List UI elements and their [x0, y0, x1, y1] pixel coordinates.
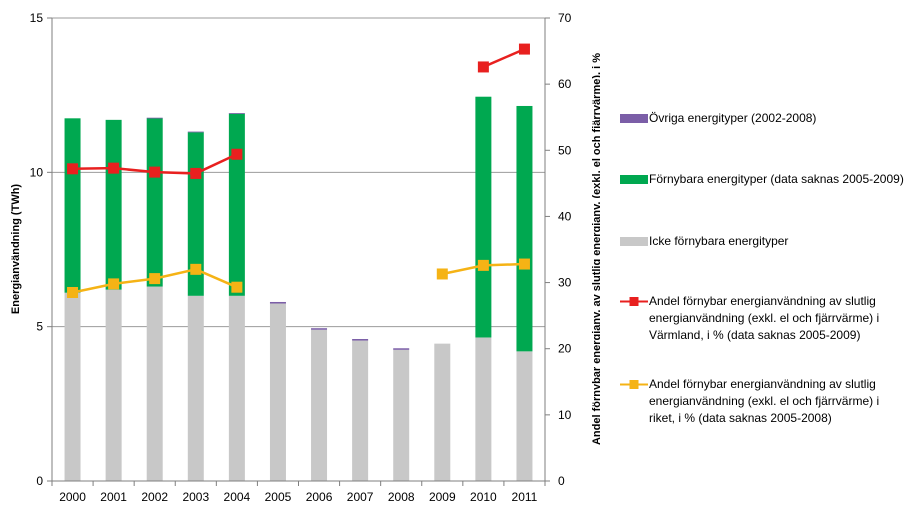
right-tick-label: 20 [558, 342, 572, 356]
legend-label-fornybara: Förnybara energityper (data saknas 2005-… [649, 172, 904, 186]
left-tick-label: 15 [30, 11, 44, 25]
bar-icke-fornybara [516, 351, 533, 481]
bar-ovriga [146, 117, 163, 119]
x-tick-label: 2006 [306, 490, 333, 504]
x-tick-label: 2005 [265, 490, 292, 504]
marker-riket [477, 259, 489, 271]
marker-riket [518, 258, 530, 270]
x-tick-label: 2011 [512, 490, 538, 504]
bar-fornybara [64, 118, 81, 293]
legend: Övriga energityper (2002-2008) Förnybara… [620, 0, 905, 507]
right-tick-label: 60 [558, 77, 572, 91]
bar-icke-fornybara [393, 349, 410, 481]
bar-icke-fornybara [311, 329, 328, 481]
marker-varmland [477, 61, 489, 73]
right-tick-label: 30 [558, 276, 572, 290]
legend-swatch-varmland [620, 297, 648, 306]
bar-icke-fornybara [434, 343, 451, 481]
bar-icke-fornybara [228, 295, 245, 481]
bar-ovriga [187, 131, 204, 133]
bar-icke-fornybara [187, 295, 204, 481]
marker-riket [67, 286, 79, 298]
marker-riket [231, 281, 243, 293]
bar-icke-fornybara [105, 289, 122, 481]
right-tick-label: 40 [558, 209, 572, 223]
x-tick-label: 2007 [347, 490, 374, 504]
right-tick-label: 0 [558, 474, 565, 488]
legend-swatch-icke [620, 237, 648, 246]
right-tick-label: 10 [558, 408, 572, 422]
legend-swatch-riket [620, 380, 648, 389]
marker-varmland [67, 163, 79, 175]
marker-riket [108, 278, 120, 290]
bar-ovriga [311, 328, 328, 330]
bar-ovriga [269, 301, 286, 304]
legend-label-icke: Icke förnybara energityper [649, 234, 789, 248]
marker-riket [436, 268, 448, 280]
marker-varmland [231, 148, 243, 160]
bar-ovriga [393, 348, 410, 350]
x-tick-label: 2010 [470, 490, 497, 504]
right-axis-title: Andel förnybar energianv. av slutlig ene… [591, 53, 600, 445]
x-tick-label: 2003 [182, 490, 209, 504]
bar-icke-fornybara [475, 337, 492, 481]
bars [64, 96, 533, 481]
axes: 0 5 10 15 0 10 20 30 40 50 60 70 2000 2001 2002 2003 200… [30, 11, 572, 504]
x-tick-label: 2001 [100, 490, 127, 504]
legend-label-riket: Andel förnybar energianvändning av slutl… [649, 377, 880, 425]
x-tick-label: 2009 [429, 490, 456, 504]
legend-swatch-fornybara [620, 175, 648, 184]
left-tick-label: 0 [36, 474, 43, 488]
bar-icke-fornybara [64, 292, 81, 481]
marker-varmland [518, 43, 530, 55]
bar-fornybara [146, 118, 163, 287]
left-axis-title: Energianvändning (TWh) [10, 184, 22, 314]
marker-riket [190, 263, 202, 275]
x-tick-label: 2002 [141, 490, 168, 504]
marker-varmland [108, 162, 120, 174]
x-tick-label: 2004 [224, 490, 251, 504]
x-tick-label: 2000 [59, 490, 86, 504]
legend-swatch-ovriga [620, 114, 648, 123]
line-varmland [482, 47, 525, 69]
bar-fornybara [516, 105, 533, 352]
bar-ovriga [352, 339, 369, 341]
bar-icke-fornybara [352, 340, 369, 481]
lines [67, 43, 530, 298]
left-tick-label: 5 [36, 320, 43, 334]
bar-fornybara [475, 96, 492, 338]
chart: 0 5 10 15 0 10 20 30 40 50 60 70 2000 2001 2002 2003 200… [10, 11, 600, 504]
left-tick-label: 10 [30, 165, 44, 179]
legend-label-ovriga: Övriga energityper (2002-2008) [649, 111, 817, 125]
marker-varmland [149, 166, 161, 178]
bar-fornybara [105, 119, 122, 290]
legend-label-varmland: Andel förnybar energianvändning av slutl… [649, 294, 880, 342]
right-tick-label: 50 [558, 143, 572, 157]
bar-icke-fornybara [146, 286, 163, 481]
bar-fornybara [228, 113, 245, 296]
grid [52, 17, 545, 328]
marker-varmland [190, 167, 202, 179]
right-tick-label: 70 [558, 11, 572, 25]
bar-icke-fornybara [269, 303, 286, 481]
marker-riket [149, 273, 161, 285]
x-tick-label: 2008 [388, 490, 415, 504]
bar-ovriga [228, 113, 245, 114]
